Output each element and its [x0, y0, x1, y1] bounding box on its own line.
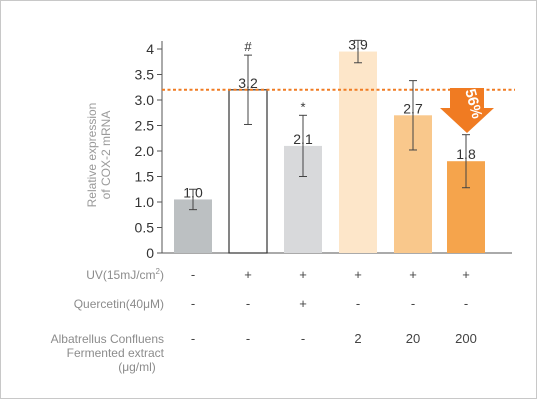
condition-value: -	[191, 331, 195, 346]
significance-marker: #	[244, 39, 252, 54]
value-label: 2.7	[403, 100, 423, 116]
condition-value: +	[299, 267, 307, 282]
condition-value: 20	[406, 331, 420, 346]
condition-value: +	[354, 267, 362, 282]
condition-values: - + + + + + - - + - - - - - - 2 20 200	[191, 267, 477, 346]
y-tick-label: 0	[146, 245, 154, 261]
value-labels: 1.0 3.2 2.1 3.9 2.7 1.8	[183, 37, 476, 201]
y-tick-label: 1.0	[135, 194, 155, 210]
significance-marker: *	[300, 99, 305, 114]
y-tick-label: 2.5	[135, 118, 155, 134]
value-label: 1.0	[183, 184, 203, 200]
condition-label-extract-line-1: Albatrellus Confluens	[51, 332, 164, 346]
condition-value: +	[299, 296, 307, 311]
condition-value: -	[464, 296, 468, 311]
condition-label-extract-line-3: (μg/ml)	[118, 360, 156, 374]
value-label: 2.1	[293, 131, 313, 147]
condition-value: -	[246, 296, 250, 311]
condition-table: UV(15mJ/cm2) Quercetin(40μM) Albatrellus…	[51, 267, 477, 374]
condition-value: 200	[455, 331, 477, 346]
y-axis-title-line-1: Relative expression	[85, 103, 99, 208]
condition-label-extract-line-2: Fermented extract	[67, 346, 165, 360]
uv-label-superscript: 2	[156, 267, 161, 276]
y-tick-label: 2.0	[135, 143, 155, 159]
condition-value: 2	[354, 331, 361, 346]
bar	[339, 51, 377, 253]
condition-value: -	[301, 331, 305, 346]
down-arrow-icon	[440, 88, 494, 133]
value-label: 1.8	[456, 146, 476, 162]
condition-value: -	[191, 296, 195, 311]
y-tick-label: 1.5	[135, 169, 155, 185]
condition-value: -	[191, 267, 195, 282]
y-tick-label: 0.5	[135, 220, 155, 236]
condition-label-uv: UV(15mJ/cm2)	[86, 267, 164, 282]
condition-label-quercetin: Quercetin(40μM)	[74, 297, 164, 311]
decrease-annotation: 56%	[440, 87, 494, 133]
condition-value: +	[462, 267, 470, 282]
condition-value: -	[356, 296, 360, 311]
condition-value: +	[409, 267, 417, 282]
value-label: 3.2	[238, 75, 258, 91]
y-tick-label: 4	[146, 41, 154, 57]
uv-label-end: )	[160, 268, 164, 282]
y-axis: 0 0.5 1.0 1.5 2.0 2.5 3.0 3.5 4	[135, 41, 512, 261]
condition-value: -	[411, 296, 415, 311]
uv-label-main: UV(15mJ/cm	[86, 268, 155, 282]
value-label: 3.9	[348, 37, 368, 53]
condition-value: +	[244, 267, 252, 282]
y-tick-label: 3.5	[135, 67, 155, 83]
y-axis-title-line-2: of COX-2 mRNA	[99, 111, 113, 200]
y-tick-label: 3.0	[135, 92, 155, 108]
condition-value: -	[246, 331, 250, 346]
